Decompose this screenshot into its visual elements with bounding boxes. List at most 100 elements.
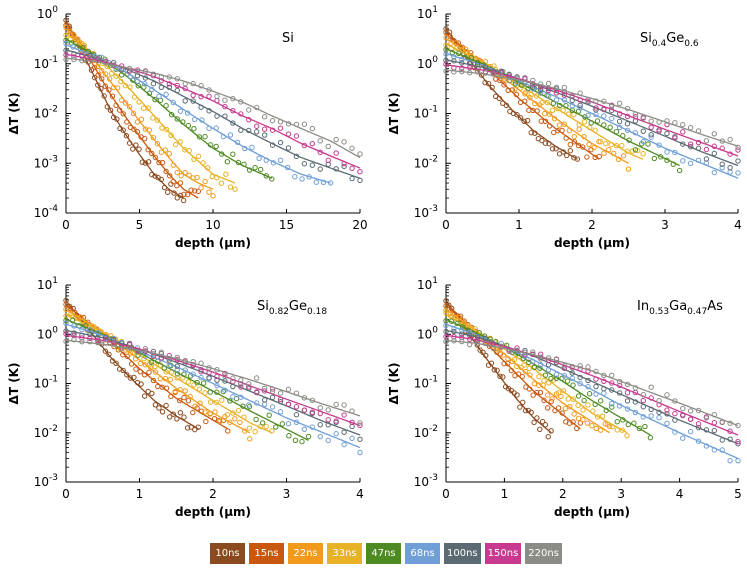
- data-point: [443, 322, 449, 329]
- data-point: [110, 62, 117, 68]
- data-point: [695, 424, 702, 431]
- data-point: [162, 375, 169, 382]
- data-point: [217, 418, 223, 425]
- data-point: [293, 133, 300, 139]
- data-point: [711, 169, 718, 176]
- data-point: [341, 160, 347, 167]
- data-point: [95, 82, 101, 88]
- data-point: [227, 398, 233, 404]
- data-point: [277, 409, 284, 415]
- data-point: [539, 418, 546, 425]
- data-point: [542, 118, 549, 124]
- data-point: [664, 118, 670, 124]
- data-point: [703, 138, 710, 144]
- data-point: [524, 117, 531, 124]
- data-point: [285, 401, 292, 408]
- data-point: [207, 399, 214, 405]
- data-point: [230, 383, 236, 390]
- data-point: [186, 147, 193, 154]
- data-point: [585, 364, 591, 370]
- data-point: [341, 139, 347, 145]
- data-point: [520, 399, 526, 406]
- data-point: [459, 331, 465, 337]
- data-point: [719, 145, 725, 151]
- data-point: [187, 393, 193, 400]
- data-point: [695, 421, 702, 427]
- data-point: [616, 124, 623, 131]
- data-point: [238, 111, 244, 117]
- data-point: [192, 116, 198, 123]
- data-point: [254, 104, 260, 111]
- data-point: [592, 127, 598, 134]
- data-point: [727, 436, 733, 442]
- data-point: [474, 340, 481, 347]
- data-point: [142, 75, 149, 81]
- data-point: [501, 82, 507, 88]
- data-point: [609, 387, 615, 393]
- data-point: [301, 121, 308, 127]
- data-point: [601, 378, 607, 384]
- data-point: [320, 179, 327, 185]
- data-point: [509, 87, 515, 93]
- data-point: [113, 73, 119, 79]
- data-point: [687, 160, 694, 167]
- data-point: [118, 345, 125, 352]
- data-point: [234, 139, 241, 146]
- data-point: [134, 119, 141, 125]
- y-tick-label: 10-2: [414, 154, 438, 170]
- data-point: [63, 317, 69, 324]
- x-tick-label: 2: [559, 487, 567, 501]
- data-point: [159, 159, 166, 166]
- data-point: [186, 172, 192, 178]
- x-tick-label: 0: [442, 218, 450, 232]
- data-point: [168, 112, 175, 118]
- data-point: [182, 98, 188, 104]
- data-point: [241, 161, 247, 167]
- data-point: [156, 159, 162, 166]
- data-point: [158, 176, 165, 183]
- data-point: [448, 40, 454, 46]
- data-point: [120, 127, 126, 133]
- data-point: [285, 145, 292, 151]
- data-point: [562, 405, 569, 412]
- data-point: [269, 404, 276, 410]
- data-point: [185, 122, 192, 129]
- data-point: [170, 411, 176, 417]
- data-point: [497, 373, 503, 380]
- y-tick-label: 100: [417, 55, 438, 71]
- data-point: [161, 184, 168, 191]
- data-point: [166, 414, 173, 420]
- data-point: [443, 333, 449, 340]
- data-point: [735, 441, 741, 447]
- data-point: [277, 139, 284, 146]
- data-point: [615, 156, 622, 163]
- data-point: [305, 433, 312, 440]
- data-point: [496, 95, 502, 102]
- fit-line: [445, 59, 739, 167]
- data-point: [575, 402, 581, 408]
- data-point: [293, 153, 300, 160]
- data-point: [285, 131, 292, 137]
- data-point: [491, 63, 497, 69]
- data-point: [719, 447, 725, 453]
- data-point: [555, 390, 562, 396]
- data-point: [577, 102, 583, 109]
- x-tick-label: 0: [442, 487, 450, 501]
- data-point: [261, 132, 268, 138]
- y-tick-label: 10-2: [414, 424, 438, 440]
- data-point: [548, 428, 554, 434]
- data-point: [110, 340, 117, 347]
- data-point: [569, 92, 575, 99]
- legend-item-68ns: 68ns: [405, 543, 440, 564]
- data-point: [252, 428, 258, 435]
- data-point: [651, 155, 658, 162]
- data-point: [640, 414, 646, 420]
- data-point: [545, 434, 551, 440]
- panel-title: In0.53Ga0.47As: [637, 299, 723, 317]
- x-tick-label: 0: [62, 218, 70, 232]
- data-point: [128, 361, 135, 367]
- data-point: [560, 107, 566, 114]
- data-point: [309, 424, 316, 430]
- data-point: [625, 421, 631, 428]
- x-tick-label: 3: [283, 487, 291, 501]
